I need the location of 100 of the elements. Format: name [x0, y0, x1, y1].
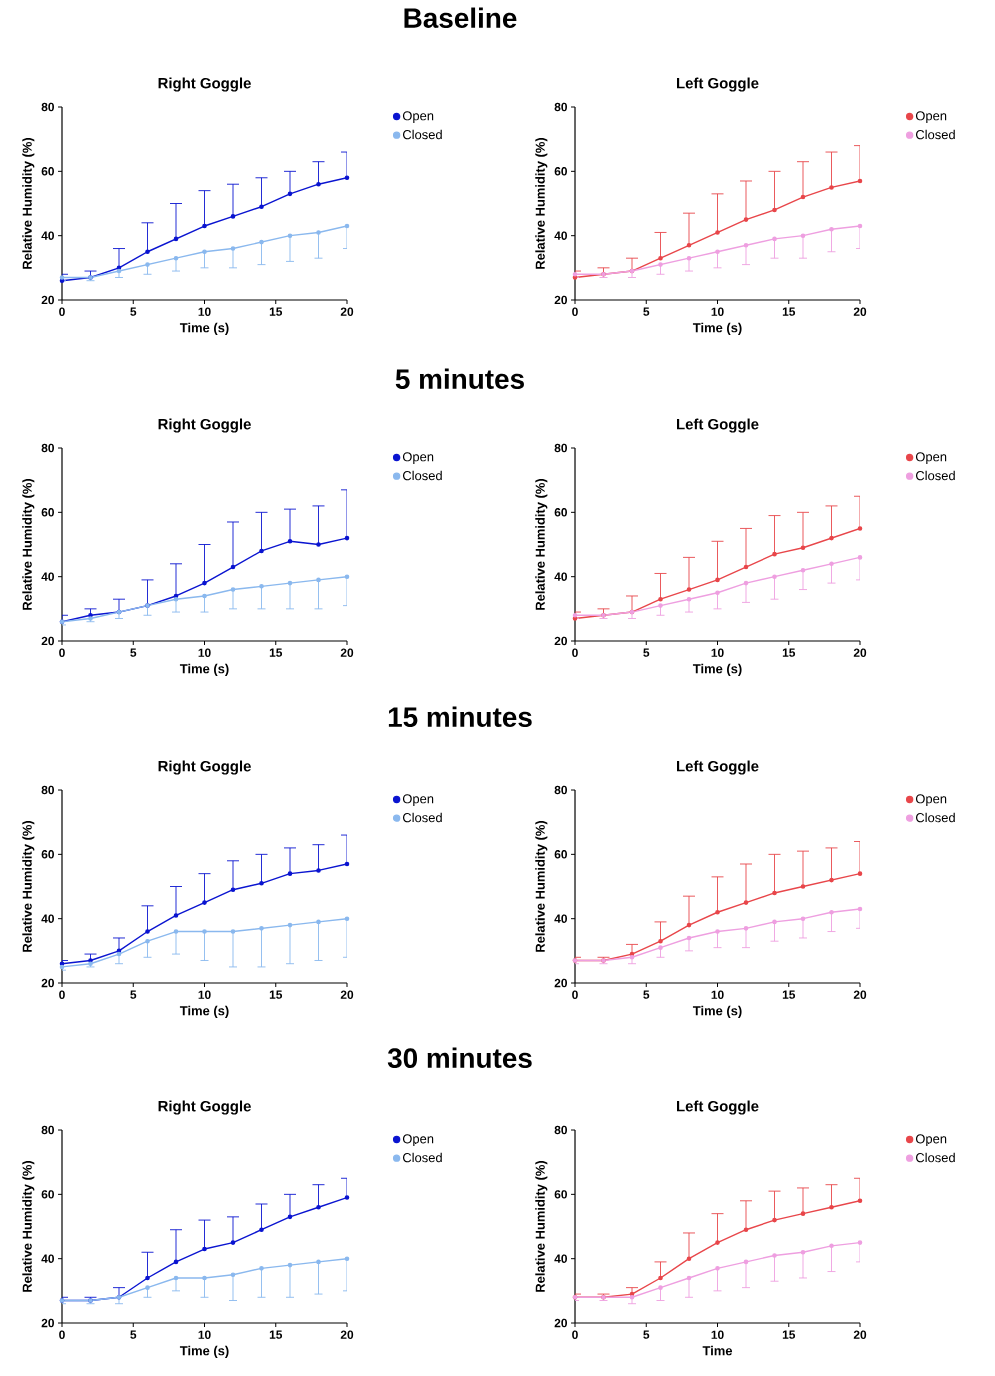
- y-tick-label: 40: [41, 231, 54, 240]
- x-tick-label: 5: [130, 307, 137, 316]
- legend-label: Open: [915, 1134, 947, 1146]
- x-tick-label: 15: [782, 1330, 796, 1339]
- y-tick-label: 20: [41, 636, 54, 646]
- x-tick-label: 15: [782, 307, 796, 316]
- y-axis-title: Relative Humidity (%): [535, 478, 548, 610]
- x-tick-label: 10: [198, 990, 211, 999]
- y-axis-title: Relative Humidity (%): [22, 478, 35, 610]
- y-tick-label: 80: [41, 785, 54, 795]
- x-axis-title: Time (s): [179, 1345, 229, 1358]
- x-tick-label: 0: [59, 307, 65, 316]
- x-axis-title: Time (s): [179, 322, 229, 335]
- y-tick-label: 60: [554, 167, 568, 176]
- x-tick-label: 10: [198, 1330, 211, 1339]
- legend-label: Open: [402, 452, 434, 464]
- y-axis-title: Relative Humidity (%): [22, 1160, 35, 1292]
- y-tick-label: 60: [41, 850, 54, 859]
- chart-title: Right Goggle: [158, 760, 251, 775]
- x-tick-label: 5: [643, 990, 650, 999]
- y-tick-label: 60: [41, 508, 54, 517]
- y-axis-title: Relative Humidity (%): [535, 1160, 548, 1292]
- legend-label: Closed: [402, 129, 442, 140]
- x-tick-label: 5: [130, 990, 137, 999]
- y-tick-label: 80: [41, 443, 54, 453]
- x-axis-title: Time (s): [692, 663, 742, 676]
- y-axis-title: Relative Humidity (%): [535, 137, 548, 269]
- legend-label: Open: [915, 452, 947, 464]
- y-tick-label: 20: [554, 295, 568, 305]
- legend-label: Closed: [402, 1152, 442, 1163]
- x-tick-label: 0: [59, 1330, 65, 1339]
- x-tick-label: 5: [643, 1330, 650, 1339]
- text: Baseline: [404, 7, 517, 28]
- x-tick-label: 20: [853, 648, 867, 657]
- y-tick-label: 40: [554, 914, 568, 923]
- x-tick-label: 20: [853, 307, 867, 316]
- y-tick-label: 40: [554, 231, 568, 240]
- x-tick-label: 20: [853, 990, 867, 999]
- y-axis-title: Relative Humidity (%): [22, 820, 35, 952]
- y-tick-label: 60: [41, 167, 54, 176]
- x-tick-label: 20: [340, 648, 354, 657]
- x-tick-label: 5: [130, 1330, 137, 1339]
- y-tick-label: 60: [554, 1190, 568, 1199]
- legend-label: Closed: [915, 1152, 955, 1163]
- x-tick-label: 10: [711, 307, 724, 316]
- x-tick-label: 10: [711, 1330, 724, 1339]
- legend-label: Open: [402, 794, 434, 806]
- x-tick-label: 10: [198, 307, 211, 316]
- legend-label: Closed: [402, 470, 442, 481]
- y-tick-label: 60: [554, 850, 568, 859]
- legend-label: Open: [402, 1134, 434, 1146]
- chart-title: Left Goggle: [677, 418, 759, 433]
- y-tick-label: 20: [554, 978, 568, 988]
- text: 15 minutes: [388, 706, 532, 728]
- x-tick-label: 0: [59, 648, 65, 657]
- legend-label: Open: [402, 111, 434, 123]
- x-tick-label: 15: [782, 648, 796, 657]
- x-tick-label: 15: [269, 307, 283, 316]
- chart-title: Left Goggle: [677, 1100, 759, 1115]
- x-tick-label: 20: [340, 307, 354, 316]
- x-tick-label: 20: [853, 1330, 867, 1339]
- x-tick-label: 5: [643, 648, 650, 657]
- legend-label: Closed: [402, 812, 442, 823]
- x-tick-label: 15: [269, 1330, 283, 1339]
- chart-title: Right Goggle: [158, 1100, 251, 1115]
- y-tick-label: 20: [41, 295, 54, 305]
- x-axis-title: Time: [702, 1345, 733, 1356]
- x-axis-title: Time (s): [179, 663, 229, 676]
- y-tick-label: 60: [554, 508, 568, 517]
- y-axis-title: Relative Humidity (%): [535, 820, 548, 952]
- y-tick-label: 40: [41, 914, 54, 923]
- legend-label: Open: [915, 794, 947, 806]
- x-tick-label: 15: [782, 990, 796, 999]
- legend-label: Open: [915, 111, 947, 123]
- text: 5 minutes: [395, 368, 524, 389]
- y-tick-label: 20: [554, 1318, 568, 1328]
- x-tick-label: 15: [269, 648, 283, 657]
- x-axis-title: Time (s): [692, 322, 742, 335]
- x-tick-label: 10: [711, 648, 724, 657]
- x-tick-label: 5: [643, 307, 650, 316]
- y-tick-label: 20: [41, 978, 54, 988]
- x-axis-title: Time (s): [692, 1005, 742, 1018]
- chart-title: Left Goggle: [677, 760, 759, 775]
- y-tick-label: 40: [41, 1254, 54, 1263]
- x-tick-label: 0: [572, 648, 578, 657]
- x-tick-label: 0: [572, 1330, 578, 1339]
- chart-title: Left Goggle: [677, 77, 759, 92]
- chart-title: Right Goggle: [158, 418, 251, 433]
- y-tick-label: 60: [41, 1190, 54, 1199]
- x-tick-label: 0: [572, 307, 578, 316]
- y-tick-label: 40: [41, 572, 54, 581]
- y-tick-label: 20: [41, 1318, 54, 1328]
- y-tick-label: 80: [554, 443, 568, 453]
- legend-label: Closed: [915, 812, 955, 823]
- y-tick-label: 20: [554, 636, 568, 646]
- x-tick-label: 0: [572, 990, 578, 999]
- y-tick-label: 40: [554, 1254, 568, 1263]
- x-tick-label: 15: [269, 990, 283, 999]
- x-axis-title: Time (s): [179, 1005, 229, 1018]
- x-tick-label: 0: [59, 990, 65, 999]
